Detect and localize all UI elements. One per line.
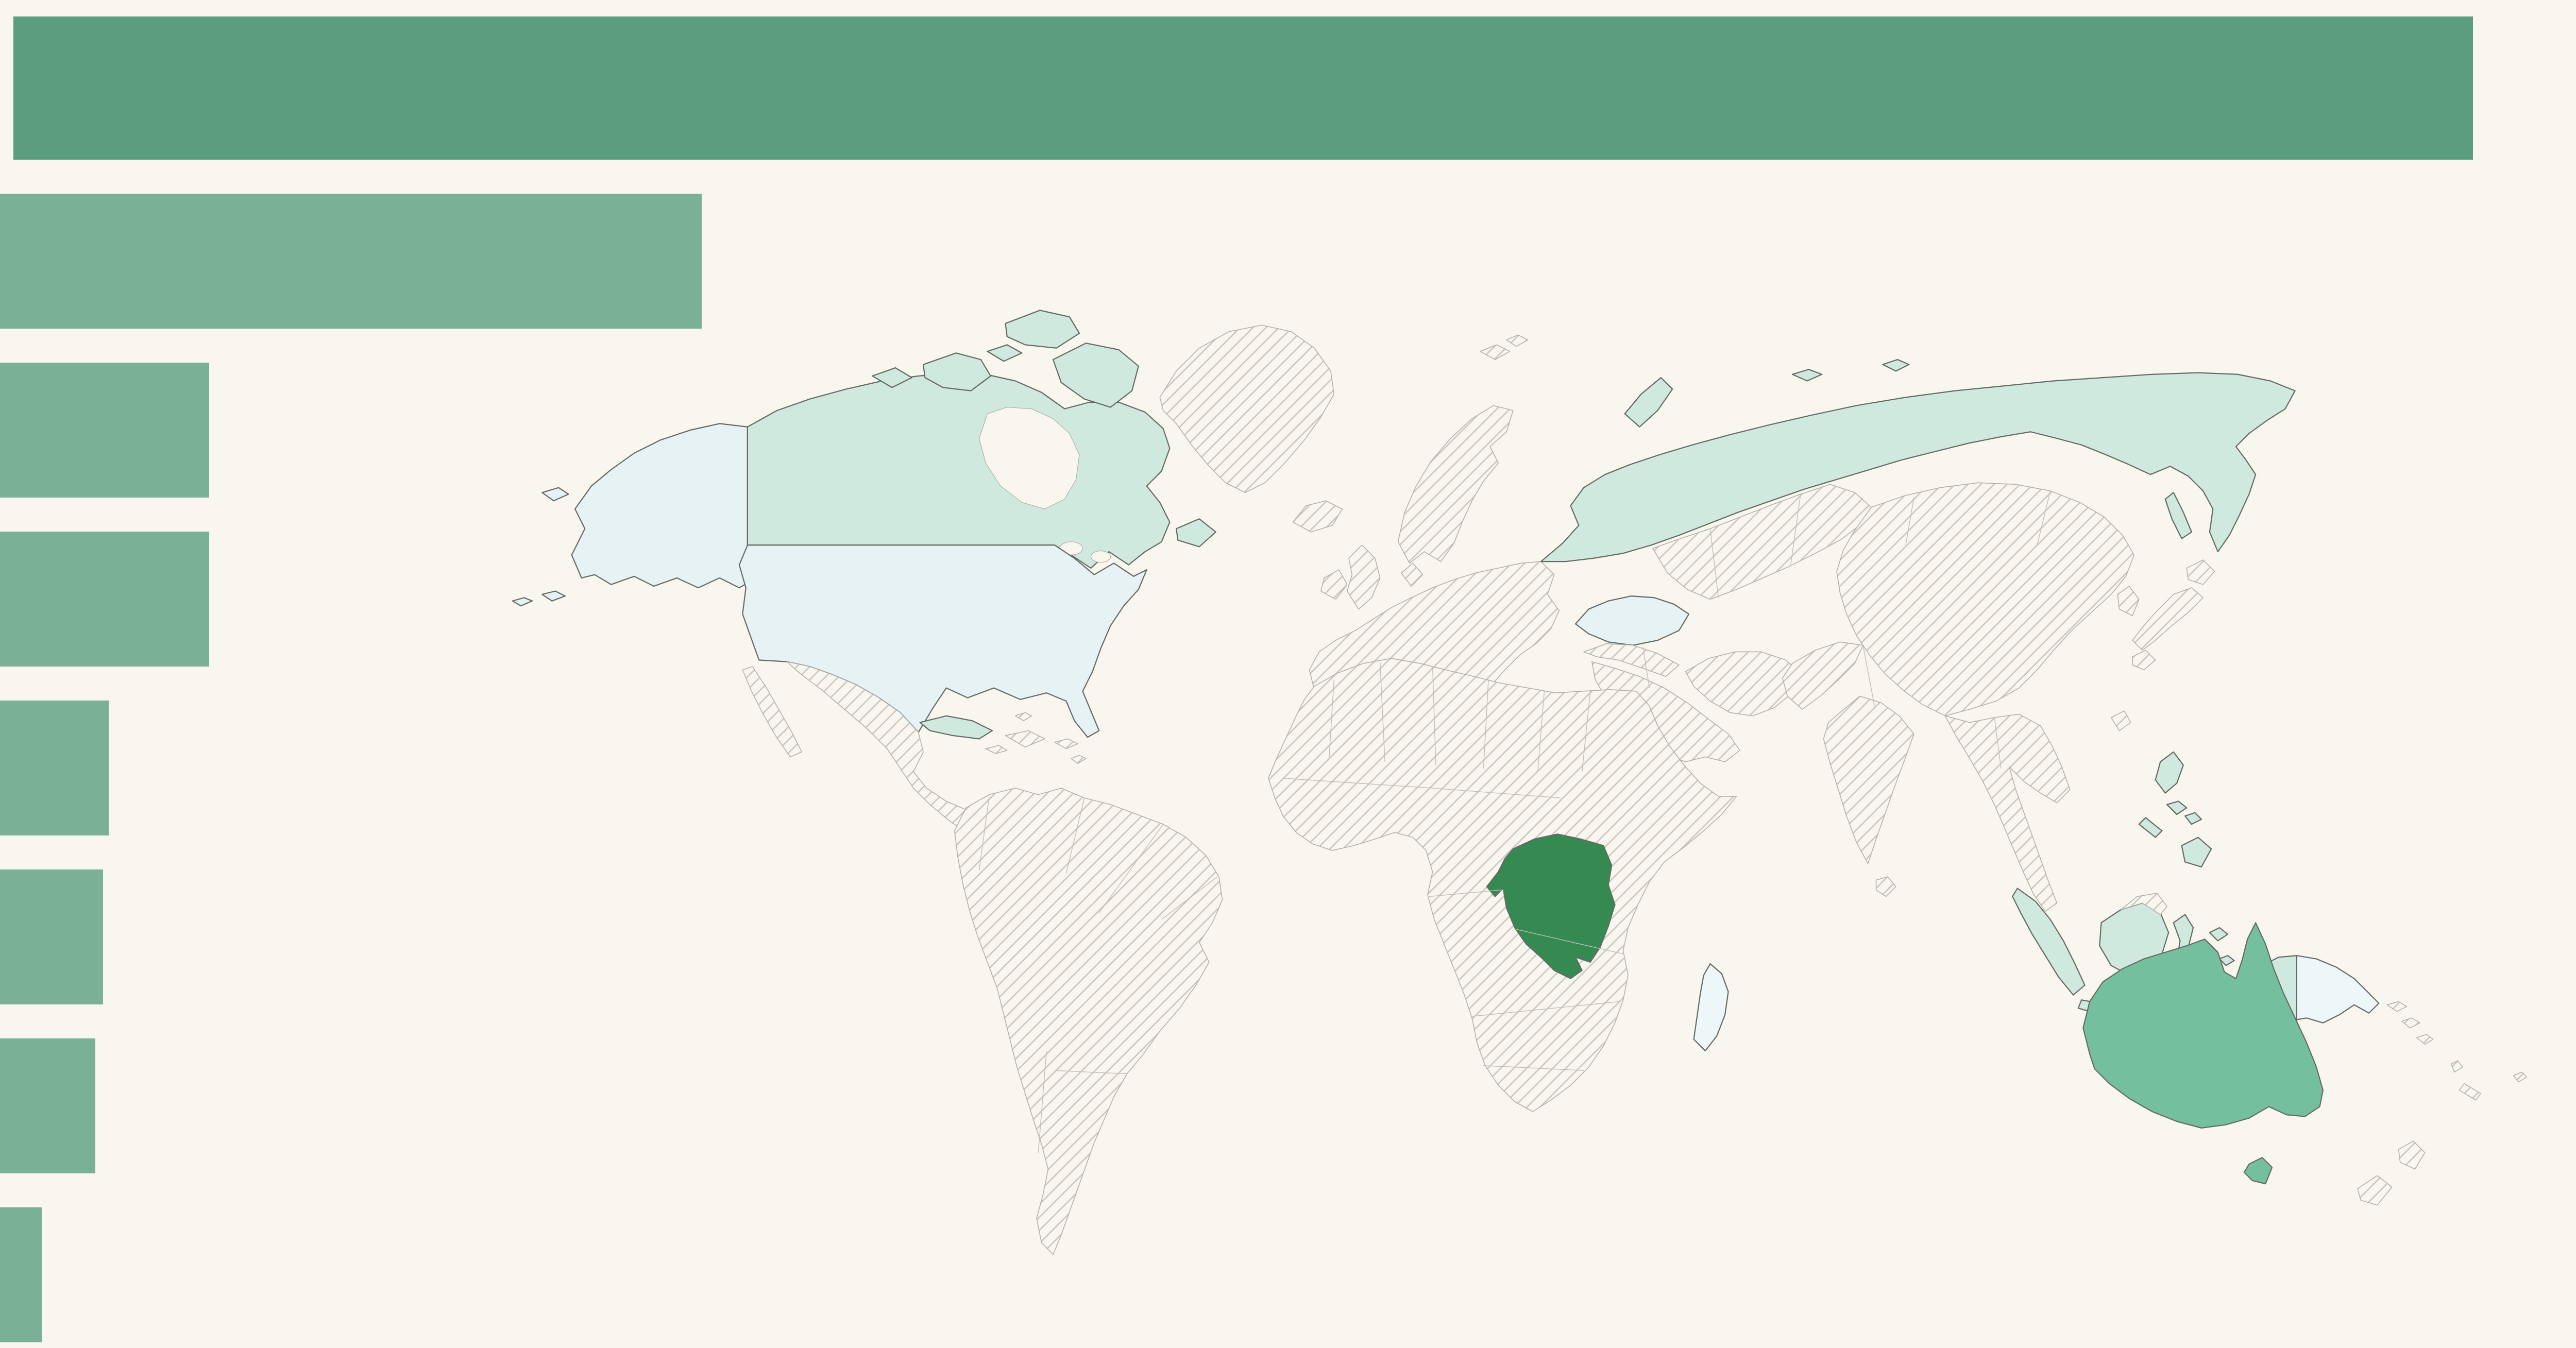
country-ireland[interactable]	[1320, 569, 1348, 600]
country-japan[interactable]	[2132, 559, 2215, 671]
region-southeast-asia-mainland[interactable]	[1944, 713, 2071, 912]
solomon-islands[interactable]	[2386, 1001, 2434, 1045]
vanuatu-new-caledonia-fiji[interactable]	[2450, 1060, 2528, 1101]
country-indonesia-maluku[interactable]	[2209, 927, 2235, 966]
country-united-kingdom[interactable]	[1346, 544, 1381, 610]
internal-country-borders	[978, 490, 2051, 1153]
country-taiwan[interactable]	[2110, 710, 2131, 731]
country-australia-tasmania[interactable]	[2243, 1157, 2273, 1185]
country-russia-arctic-islands[interactable]	[1791, 359, 1910, 382]
hudson-bay	[978, 406, 1080, 509]
bar-row-7[interactable]	[0, 1207, 42, 1342]
header-banner	[13, 16, 2473, 160]
country-philippines[interactable]	[2138, 751, 2212, 868]
country-united-states[interactable]	[738, 544, 1147, 738]
country-russia-sakhalin[interactable]	[2164, 492, 2192, 539]
country-sri-lanka[interactable]	[1875, 876, 1896, 897]
country-denmark[interactable]	[1401, 562, 1423, 587]
region-south-america[interactable]	[954, 788, 1223, 1255]
country-new-zealand[interactable]	[2357, 1140, 2426, 1206]
country-papua-new-guinea[interactable]	[2296, 955, 2380, 1023]
region-scandinavia[interactable]	[1397, 405, 1514, 564]
country-turkey[interactable]	[1574, 595, 1690, 646]
great-lake-east	[1090, 550, 1111, 563]
region-levant-iraq[interactable]	[1583, 643, 1680, 677]
country-south-korea[interactable]	[2117, 586, 2140, 617]
country-india[interactable]	[1823, 695, 1914, 864]
country-cuba[interactable]	[919, 715, 993, 740]
bar-row-5[interactable]	[0, 869, 103, 1004]
country-dr-congo[interactable]	[1486, 833, 1616, 979]
country-mexico-baja[interactable]	[742, 666, 802, 758]
bar-row-4[interactable]	[0, 701, 109, 835]
bar-row-6[interactable]	[0, 1038, 95, 1173]
country-malaysia-north-borneo[interactable]	[2120, 893, 2167, 915]
country-united-states-aleutians[interactable]	[512, 487, 569, 607]
country-china-mongolia[interactable]	[1836, 482, 2135, 716]
country-iceland[interactable]	[1292, 500, 1343, 533]
caribbean-islands[interactable]	[985, 712, 1087, 764]
bar-row-2[interactable]	[0, 363, 209, 498]
country-russia-novaya-zemlya[interactable]	[1624, 377, 1673, 428]
country-russia[interactable]	[1540, 372, 2296, 562]
country-australia[interactable]	[2082, 922, 2324, 1129]
bar-row-3[interactable]	[0, 532, 209, 667]
region-afghanistan-pakistan[interactable]	[1782, 641, 1863, 710]
country-madagascar[interactable]	[1693, 963, 1729, 1052]
country-canada-newfoundland[interactable]	[1176, 518, 1216, 548]
bar-row-1[interactable]	[0, 194, 702, 329]
svalbard-islands[interactable]	[1480, 334, 1529, 360]
country-canada-arctic-islands[interactable]	[872, 310, 1139, 408]
country-indonesia-sumatra[interactable]	[2012, 888, 2086, 996]
country-greenland[interactable]	[1159, 325, 1335, 493]
